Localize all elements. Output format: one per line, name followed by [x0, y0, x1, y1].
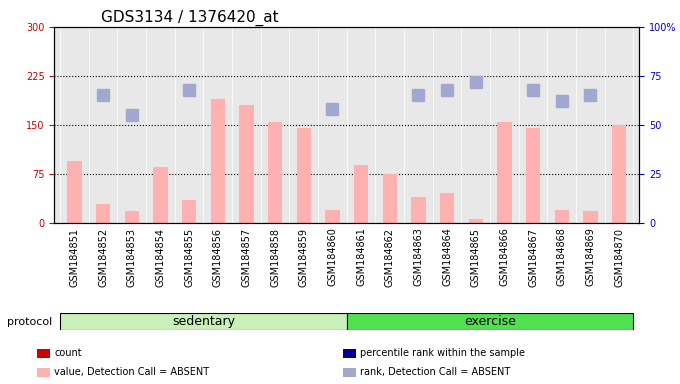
Bar — [612, 125, 626, 223]
Bar — [182, 200, 197, 223]
Text: exercise: exercise — [464, 315, 516, 328]
Bar — [354, 165, 369, 223]
Bar — [469, 219, 483, 223]
Text: value, Detection Call = ABSENT: value, Detection Call = ABSENT — [54, 367, 209, 377]
Bar — [383, 174, 397, 223]
FancyBboxPatch shape — [60, 313, 347, 330]
Text: GDS3134 / 1376420_at: GDS3134 / 1376420_at — [101, 9, 279, 25]
Bar — [153, 167, 168, 223]
Text: percentile rank within the sample: percentile rank within the sample — [360, 348, 526, 358]
Bar — [555, 210, 569, 223]
Bar — [497, 121, 511, 223]
Bar — [67, 161, 82, 223]
Bar — [296, 128, 311, 223]
Text: count: count — [54, 348, 82, 358]
Bar — [124, 211, 139, 223]
Text: rank, Detection Call = ABSENT: rank, Detection Call = ABSENT — [360, 367, 511, 377]
Bar — [526, 128, 541, 223]
Bar — [325, 210, 339, 223]
Bar — [583, 211, 598, 223]
Bar — [411, 197, 426, 223]
FancyBboxPatch shape — [347, 313, 634, 330]
Text: sedentary: sedentary — [172, 315, 235, 328]
Text: protocol: protocol — [7, 317, 52, 327]
Bar — [239, 105, 254, 223]
Bar — [440, 193, 454, 223]
Bar — [211, 99, 225, 223]
Bar — [268, 121, 282, 223]
Bar — [96, 204, 110, 223]
